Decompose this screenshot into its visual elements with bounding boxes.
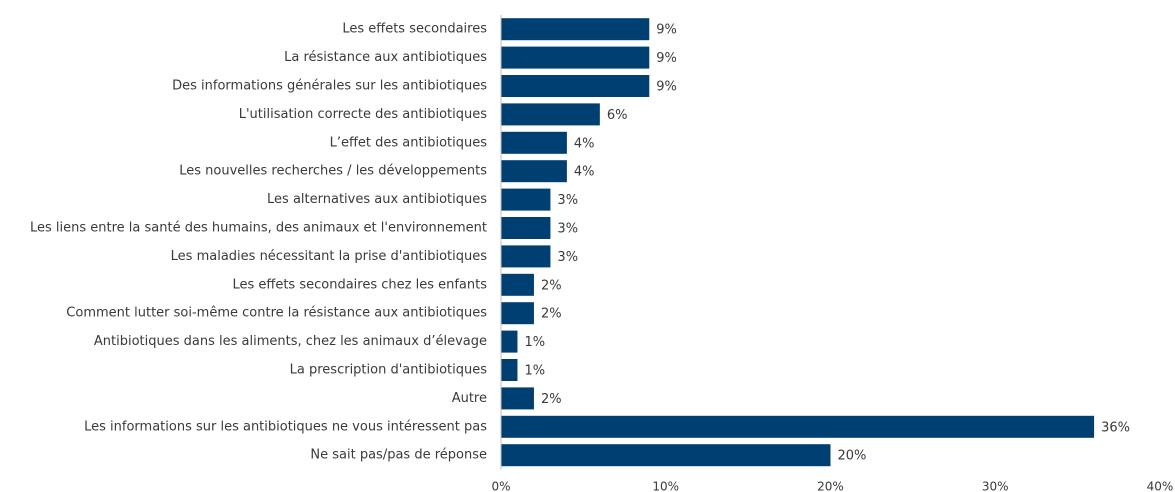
bar	[501, 18, 650, 41]
value-label: 2%	[541, 307, 562, 322]
value-label: 9%	[656, 23, 677, 38]
value-label: 4%	[574, 136, 595, 151]
value-label: 9%	[656, 80, 677, 95]
value-label: 4%	[574, 165, 595, 180]
bar	[501, 217, 551, 239]
bar	[501, 245, 551, 268]
bar	[501, 131, 567, 154]
bar	[501, 330, 518, 353]
bar	[501, 160, 567, 183]
y-tick-label: Des informations générales sur les antib…	[172, 79, 487, 94]
y-tick-label: L'utilisation correcte des antibiotiques	[239, 107, 487, 122]
x-tick-label: 30%	[982, 480, 1009, 492]
x-tick-label: 20%	[817, 480, 844, 492]
value-label: 1%	[524, 335, 545, 350]
value-label: 3%	[557, 250, 578, 265]
bar	[501, 75, 650, 97]
x-tick-label: 0%	[491, 480, 510, 492]
bar	[501, 387, 534, 410]
y-tick-label: Les maladies nécessitant la prise d'anti…	[171, 249, 488, 264]
value-label: 6%	[607, 108, 628, 123]
value-label: 3%	[557, 222, 578, 237]
bar	[501, 415, 1095, 438]
value-label: 3%	[557, 193, 578, 208]
bar	[501, 46, 650, 69]
y-tick-label: Antibiotiques dans les aliments, chez le…	[94, 334, 487, 349]
x-tick-label: 10%	[652, 480, 679, 492]
y-tick-label: Autre	[452, 391, 487, 406]
y-tick-label: Les nouvelles recherches / les développe…	[179, 164, 487, 179]
y-tick-label: La prescription d'antibiotiques	[290, 363, 488, 378]
bar	[501, 188, 551, 211]
bar	[501, 359, 518, 381]
y-tick-label: Les liens entre la santé des humains, de…	[30, 221, 487, 236]
y-tick-label: Les effets secondaires	[342, 22, 487, 37]
x-tick-label: 40%	[1147, 480, 1174, 492]
y-tick-label: Ne sait pas/pas de réponse	[310, 448, 487, 463]
y-tick-label: La résistance aux antibiotiques	[284, 50, 487, 65]
y-tick-label: Les alternatives aux antibiotiques	[267, 192, 487, 207]
bar	[501, 103, 600, 126]
value-label: 2%	[541, 278, 562, 293]
value-label: 9%	[656, 51, 677, 66]
value-label: 2%	[541, 392, 562, 407]
bar	[501, 444, 831, 467]
y-tick-label: Les informations sur les antibiotiques n…	[84, 419, 487, 434]
y-tick-label: Comment lutter soi-même contre la résist…	[66, 306, 487, 321]
bar	[501, 302, 534, 325]
bar	[501, 273, 534, 296]
value-label: 1%	[524, 364, 545, 379]
y-tick-label: L’effet des antibiotiques	[330, 135, 488, 150]
value-label: 36%	[1101, 420, 1130, 435]
value-label: 20%	[838, 449, 867, 464]
y-tick-label: Les effets secondaires chez les enfants	[232, 277, 487, 292]
